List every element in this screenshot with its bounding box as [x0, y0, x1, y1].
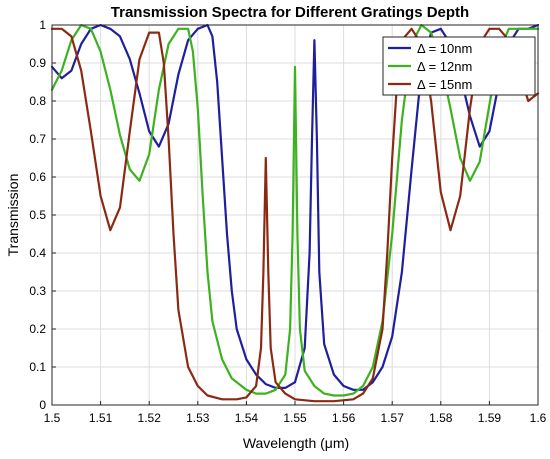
y-tick-label: 0.9	[29, 56, 46, 70]
x-tick-label: 1.58	[429, 411, 453, 425]
x-tick-label: 1.57	[381, 411, 405, 425]
ticks: 1.5 1.51 1.52 1.53 1.54 1.55 1.56 1.57 1.58 1.59 1…	[29, 18, 546, 425]
series-line-1	[50, 23, 540, 391]
y-tick-label: 0.1	[29, 360, 46, 374]
legend-label-1: Δ = 10nm	[417, 41, 472, 56]
chart-title: Transmission Spectra for Different Grati…	[111, 4, 469, 21]
x-tick-label: 1.55	[283, 411, 307, 425]
y-tick-label: 0	[39, 398, 46, 412]
x-tick-label: 1.56	[332, 411, 356, 425]
legend-label-2: Δ = 12nm	[417, 59, 472, 74]
x-tick-label: 1.5	[44, 411, 61, 425]
y-axis-label: Transmission	[5, 174, 21, 257]
y-tick-label: 0.7	[29, 132, 46, 146]
y-tick-label: 0.3	[29, 284, 46, 298]
x-tick-label: 1.54	[235, 411, 259, 425]
y-tick-label: 0.6	[29, 170, 46, 184]
x-tick-label: 1.53	[186, 411, 210, 425]
y-tick-label: 0.4	[29, 246, 46, 260]
legend: Δ = 10nm Δ = 12nm Δ = 15nm	[382, 36, 536, 96]
series-line-3	[50, 27, 540, 403]
y-tick-label: 1	[39, 18, 46, 32]
y-tick-label: 0.5	[29, 208, 46, 222]
x-tick-label: 1.51	[89, 411, 113, 425]
x-tick-label: 1.52	[138, 411, 162, 425]
x-axis-label: Wavelength (μm)	[243, 435, 349, 451]
x-tick-label: 1.59	[478, 411, 502, 425]
y-tick-label: 0.2	[29, 322, 46, 336]
y-tick-label: 0.8	[29, 94, 46, 108]
x-tick-label: 1.6	[530, 411, 547, 425]
legend-label-3: Δ = 15nm	[417, 77, 472, 92]
